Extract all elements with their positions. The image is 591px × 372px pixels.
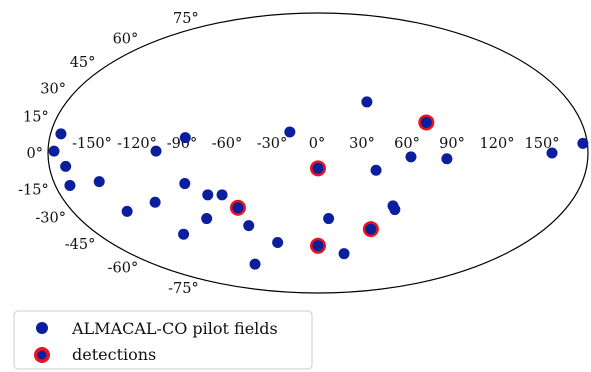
- pilot-field-point: [441, 153, 453, 165]
- pilot-field-point: [60, 160, 72, 172]
- pilot-field-point: [361, 96, 373, 108]
- pilot-field-point: [216, 189, 228, 201]
- pilot-field-point: [577, 137, 589, 149]
- pilot-field-point: [243, 220, 255, 232]
- pilot-field-point: [179, 178, 191, 190]
- longitude-tick-label: 60°: [394, 136, 420, 152]
- pilot-field-point: [370, 164, 382, 176]
- pilot-field-point: [64, 179, 76, 191]
- longitude-tick-label: 30°: [349, 136, 375, 152]
- plot-frame: [47, 12, 589, 294]
- pilot-field-point: [284, 126, 296, 138]
- pilot-field-point: [389, 204, 401, 216]
- latitude-tick-label: 30°: [40, 81, 66, 97]
- data-points: [48, 96, 589, 270]
- longitude-tick-label: -30°: [257, 136, 288, 152]
- pilot-field-point: [323, 213, 335, 225]
- pilot-field-point: [232, 202, 244, 214]
- legend-label-detections: detections: [72, 345, 156, 364]
- pilot-field-point: [202, 189, 214, 201]
- plot-border: [47, 12, 589, 294]
- pilot-field-point: [405, 151, 417, 163]
- latitude-tick-label: 45°: [70, 55, 96, 71]
- pilot-field-point: [312, 162, 324, 174]
- longitude-tick-label: -150°: [72, 136, 112, 152]
- latitude-tick-label: 60°: [113, 31, 139, 47]
- legend-frame: [13, 310, 313, 370]
- latitude-tick-label: 0°: [27, 146, 43, 162]
- legend-label-pilot-fields: ALMACAL-CO pilot fields: [71, 319, 278, 338]
- pilot-field-point: [178, 228, 190, 240]
- longitude-tick-label: 0°: [309, 136, 325, 152]
- pilot-field-point: [272, 237, 284, 249]
- longitude-tick-labels: -150° -120° -90° -60° -30° 0° 30° 60° 90° 120° 150…: [72, 136, 559, 152]
- pilot-field-point: [150, 145, 162, 157]
- pilot-field-point: [338, 248, 350, 260]
- pilot-field-point: [48, 145, 60, 157]
- pilot-field-point: [365, 223, 377, 235]
- latitude-tick-label: 75°: [173, 11, 199, 27]
- pilot-field-point: [249, 258, 261, 270]
- pilot-field-point: [312, 240, 324, 252]
- pilot-field-point: [149, 196, 161, 208]
- pilot-field-point: [55, 128, 67, 140]
- plot-background: [48, 13, 588, 293]
- pilot-field-point: [546, 147, 558, 159]
- latitude-tick-label: -75°: [168, 281, 199, 297]
- latitude-tick-label: -15°: [18, 183, 49, 199]
- latitude-tick-labels: 75° 60° 45°30° 15° 0° -15° -30° -45° -60° -75°: [18, 11, 199, 297]
- legend-marker-pilot-fields: [36, 322, 48, 334]
- longitude-tick-label: 90°: [439, 136, 465, 152]
- pilot-field-point: [121, 205, 133, 217]
- longitude-tick-label: -120°: [117, 136, 157, 152]
- latitude-tick-label: -30°: [35, 211, 66, 227]
- pilot-field-point: [93, 176, 105, 188]
- legend: ALMACAL-CO pilot fields detections: [13, 310, 313, 370]
- legend-marker-detections-core: [37, 350, 47, 360]
- longitude-tick-label: 120°: [480, 136, 515, 152]
- latitude-tick-label: 15°: [23, 109, 49, 125]
- pilot-field-point: [201, 213, 213, 225]
- longitude-tick-label: -60°: [212, 136, 243, 152]
- latitude-tick-label: -45°: [65, 237, 96, 253]
- pilot-field-point: [420, 116, 432, 128]
- pilot-field-point: [179, 132, 191, 144]
- latitude-tick-label: -60°: [108, 261, 139, 277]
